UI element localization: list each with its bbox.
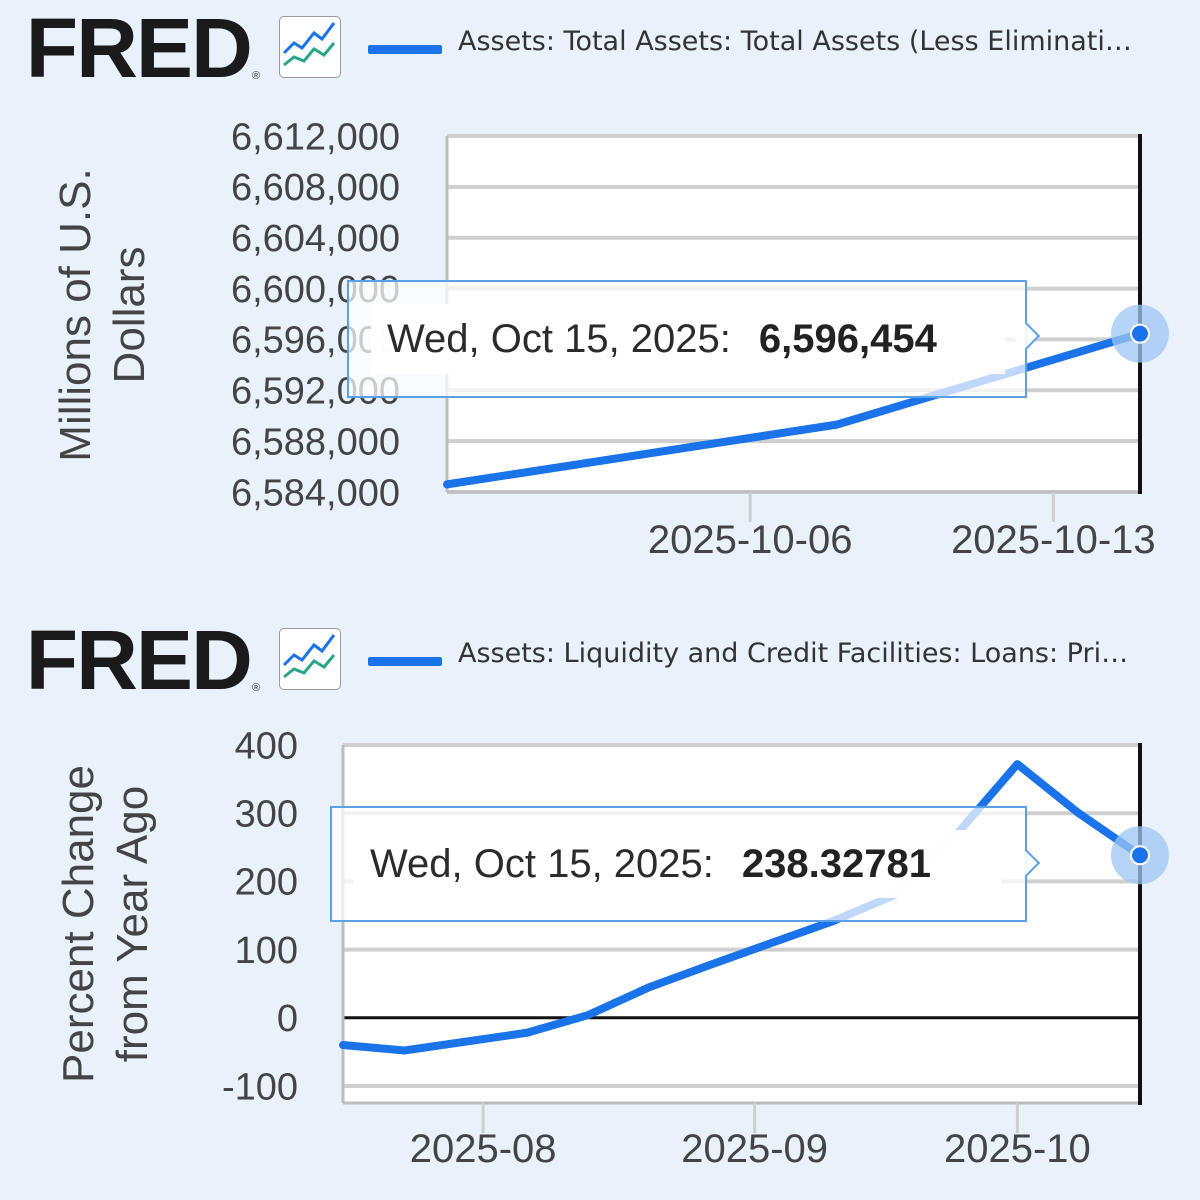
tooltip-value: 238.32781 [741, 841, 931, 886]
registered-mark: ® [252, 682, 261, 694]
line-chart-icon[interactable] [279, 16, 341, 78]
y-axis-title: Millions of U.S. Dollars [51, 168, 154, 461]
data-point [1130, 845, 1150, 866]
y-axis-title-line: Millions of U.S. [51, 168, 100, 461]
y-tick-label: 300 [235, 793, 298, 835]
chart-panel-total-assets: FRED ® Assets: Total Assets: Total Asset… [0, 0, 1200, 562]
series-line [339, 760, 1144, 1055]
x-tick-label: 2025-10-13 [951, 518, 1156, 562]
y-tick-label: 100 [235, 930, 298, 972]
y-axis-title-line: Percent Change [54, 765, 103, 1083]
x-tick-label: 2025-10 [944, 1127, 1091, 1171]
fred-logo[interactable]: FRED [25, 1, 253, 95]
y-tick-label: 200 [235, 862, 298, 904]
tooltip-date: Wed, Oct 15, 2025: [370, 841, 714, 886]
y-tick-label: 6,612,000 [231, 116, 400, 158]
y-axis-title-line: Dollars [105, 247, 154, 384]
data-tooltip: Wed, Oct 15, 2025: 238.32781 [330, 806, 1027, 922]
tooltip-date: Wed, Oct 15, 2025: [387, 316, 731, 361]
tooltip-value: 6,596,454 [758, 316, 937, 361]
data-point [1130, 323, 1150, 344]
legend-swatch [368, 657, 442, 666]
y-tick-label: 0 [277, 998, 298, 1040]
y-tick-label: 6,584,000 [231, 472, 400, 514]
x-tick-label: 2025-09 [681, 1127, 828, 1171]
y-tick-label: -100 [222, 1066, 298, 1108]
line-chart-icon[interactable] [279, 628, 341, 690]
chart-header: FRED ® Assets: Liquidity and Credit Faci… [0, 612, 1200, 702]
y-tick-label: 6,608,000 [231, 167, 400, 209]
series-line [443, 329, 1144, 489]
x-tick-label: 2025-10-06 [648, 518, 853, 562]
data-tooltip: Wed, Oct 15, 2025: 6,596,454 [347, 280, 1027, 398]
y-axis-title: Percent Change from Year Ago [54, 765, 157, 1083]
y-axis-title-line: from Year Ago [108, 786, 157, 1062]
x-tick-label: 2025-08 [410, 1127, 557, 1171]
y-tick-label: 400 [235, 725, 298, 767]
legend-swatch [368, 45, 442, 54]
registered-mark: ® [252, 70, 261, 82]
chart-header: FRED ® Assets: Total Assets: Total Asset… [0, 0, 1200, 90]
fred-logo[interactable]: FRED [25, 613, 253, 707]
y-tick-label: 6,588,000 [231, 421, 400, 463]
plot-background [343, 745, 1140, 1103]
y-tick-label: 6,604,000 [231, 218, 400, 260]
chart-panel-loans: FRED ® Assets: Liquidity and Credit Faci… [0, 612, 1200, 1200]
